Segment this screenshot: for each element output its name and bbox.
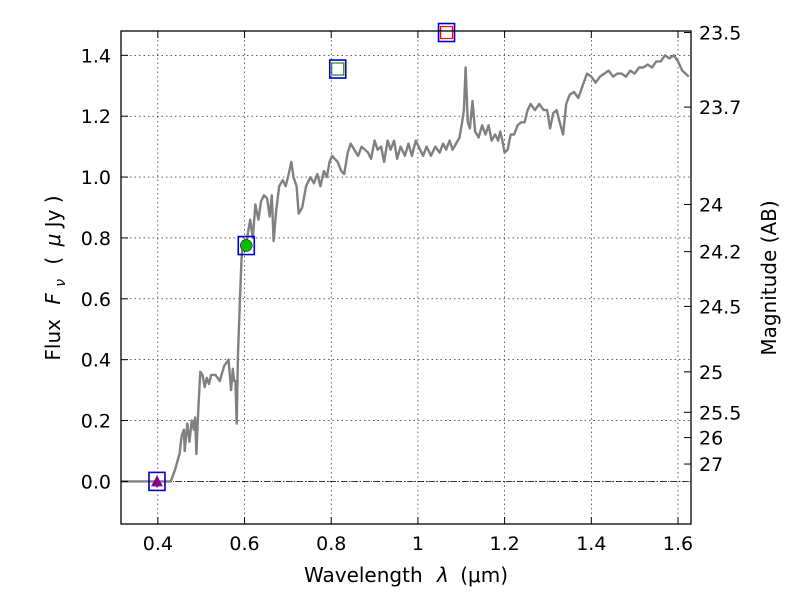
y-tick-label: 0.0 <box>81 471 111 493</box>
y-axis-label: Flux F ν ( μ Jy ) <box>41 195 70 360</box>
photometry-box <box>148 471 166 492</box>
series-layer <box>121 54 690 483</box>
y2-tick-label: 23.7 <box>699 97 741 119</box>
y-axis-label-unit-mu: μ <box>41 234 65 248</box>
y2-tick-label: 25.5 <box>699 402 741 424</box>
y-axis-label-symbol: F <box>41 293 65 305</box>
x-axis-label: Wavelength λ (μm) <box>304 563 508 587</box>
y2-tick-label: 26 <box>699 428 723 450</box>
y-tick-label: 0.6 <box>81 289 111 311</box>
x-tick-label: 1.6 <box>663 533 693 555</box>
x-tick-label: 1 <box>412 533 424 555</box>
photometry-point-square <box>331 62 345 76</box>
y-axis-label-text: Flux <box>41 319 65 361</box>
y-tick-label: 0.8 <box>81 228 111 250</box>
x-tick-label: 0.8 <box>316 533 346 555</box>
x-tick-label: 1.4 <box>576 533 606 555</box>
y2-tick-label: 23.5 <box>699 23 741 45</box>
y2-tick-label: 24 <box>699 194 723 216</box>
y2-tick-label: 24.2 <box>699 242 741 264</box>
plot-frame <box>120 30 692 525</box>
x-tick-label: 0.4 <box>143 533 173 555</box>
x-axis-label-text: Wavelength <box>304 563 423 587</box>
ticks-layer: 0.4 0.6 0.8 1 1.2 1.4 1.6 0.0 0.2 0.4 0.6 0.8 1.0 1.2… <box>81 23 742 555</box>
x-axis-label-symbol: λ <box>436 563 449 587</box>
photometry-box <box>328 59 347 79</box>
x-axis-label-unit: (μm) <box>460 563 508 587</box>
y2-axis-label: Magnitude (AB) <box>757 200 781 355</box>
y2-tick-label: 24.5 <box>699 296 741 318</box>
y-tick-label: 0.2 <box>81 411 111 433</box>
photometry-point-circle <box>240 239 253 252</box>
photometry-point-square <box>439 25 454 40</box>
y-axis-label-unit-rest: Jy ) <box>41 195 65 229</box>
y-tick-label: 1.0 <box>81 167 111 189</box>
y2-tick-label: 25 <box>699 362 723 384</box>
photometry-points <box>148 22 456 492</box>
photometry-box <box>437 22 456 43</box>
y-axis-label-unit-open: ( <box>41 257 65 265</box>
y-axis-label-subscript: ν <box>53 279 69 287</box>
y-tick-label: 0.4 <box>81 350 111 372</box>
x-tick-label: 0.6 <box>229 533 259 555</box>
x-tick-label: 1.2 <box>490 533 520 555</box>
y-tick-label: 1.2 <box>81 106 111 128</box>
y2-tick-label: 27 <box>699 454 723 476</box>
grid-layer <box>121 31 691 524</box>
photometry-point-triangle <box>150 475 163 487</box>
photometry-box <box>237 235 256 256</box>
sed-spectrum-line <box>121 54 690 483</box>
y-tick-label: 1.4 <box>81 45 111 67</box>
